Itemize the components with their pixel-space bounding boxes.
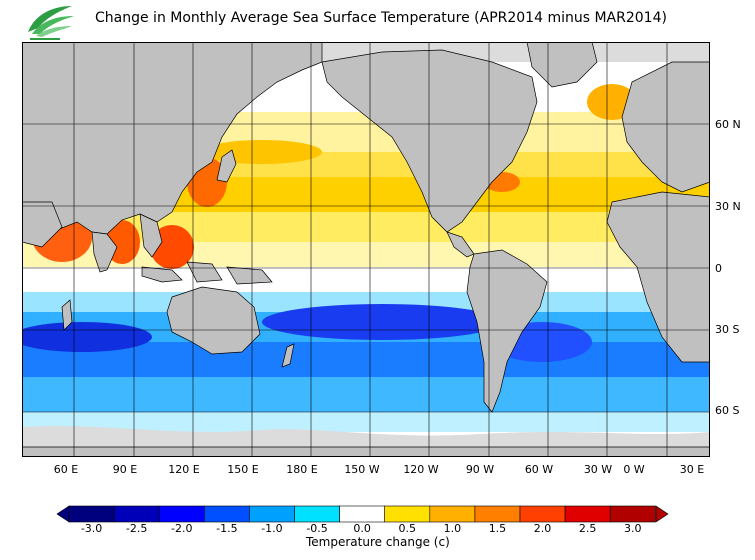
lon-label-60w: 60 W: [524, 463, 554, 476]
lon-label-90e: 90 E: [112, 463, 138, 476]
lat-label-60s: 60 S: [715, 404, 740, 417]
land-india: [91, 231, 118, 273]
land-antarctica: [22, 446, 710, 457]
land-africa: [606, 191, 710, 363]
legend-swatch: [294, 505, 340, 523]
legend-tick-label: 3.0: [624, 522, 642, 535]
lon-label-30e: 30 E: [679, 463, 705, 476]
map-frame: [22, 42, 710, 457]
land-asia: [22, 42, 323, 235]
lon-label-150w: 150 W: [344, 463, 380, 476]
sst-change-map: [22, 42, 710, 457]
legend-swatch: [564, 505, 611, 523]
page-title: Change in Monthly Average Sea Surface Te…: [95, 10, 667, 26]
legend-swatch: [204, 505, 250, 523]
legend-arrow-left: [56, 505, 70, 523]
legend-tick-label: -3.0: [80, 522, 103, 535]
lon-label-120w: 120 W: [403, 463, 439, 476]
legend-swatch: [113, 505, 160, 523]
land-indonesia: [141, 266, 183, 283]
legend-swatch: [339, 505, 386, 523]
land-central-america: [446, 231, 475, 258]
legend-swatch: [429, 505, 476, 523]
lat-label-60n: 60 N: [715, 118, 741, 131]
legend-tick-label: 0.5: [398, 522, 417, 535]
legend-tick-label: -0.5: [306, 522, 328, 535]
legend-swatch: [474, 505, 521, 523]
map-grid: [22, 42, 710, 457]
legend-tick-label: 1.0: [443, 522, 462, 535]
lon-label-0w: 0 W: [623, 463, 645, 476]
lat-label-30n: 30 N: [715, 200, 741, 213]
lon-label-180e: 180 E: [286, 463, 318, 476]
legend-tick-label: 0.0: [353, 522, 371, 535]
legend-swatch: [384, 505, 431, 523]
map-canvas: [22, 42, 710, 457]
legend-tick-label: -1.5: [216, 522, 238, 535]
lat-label-0: 0: [715, 262, 722, 275]
legend-tick-label: -2.0: [171, 522, 193, 535]
land-south-america: [466, 249, 548, 413]
lon-label-90w: 90 W: [465, 463, 495, 476]
legend-tick-label: 2.5: [578, 522, 597, 535]
lon-label-150e: 150 E: [227, 463, 259, 476]
lon-label-120e: 120 E: [168, 463, 200, 476]
color-legend: [56, 505, 669, 523]
land-indochina: [139, 213, 163, 258]
legend-title: Temperature change (c): [306, 535, 450, 549]
lat-label-30s: 30 S: [715, 323, 740, 336]
legend-tick-label: 2.0: [533, 522, 552, 535]
legend-swatch: [68, 505, 115, 523]
legend-arrow-right: [655, 505, 669, 523]
land-europe: [621, 61, 710, 193]
legend-swatch: [158, 505, 205, 523]
legend-swatch: [609, 505, 656, 523]
land-australia: [166, 286, 261, 355]
land-masses: [22, 42, 710, 457]
land-greenland: [526, 42, 598, 88]
lon-label-60e: 60 E: [53, 463, 79, 476]
land-arabia: [22, 201, 63, 248]
land-north-america: [321, 49, 538, 233]
legend-swatch: [519, 505, 566, 523]
hko-leaf-logo-icon: [28, 6, 74, 40]
legend-tick-label: -2.5: [125, 522, 148, 535]
land-new-zealand: [281, 343, 295, 368]
land-japan: [216, 149, 237, 183]
legend-tick-label: -1.0: [261, 522, 283, 535]
lon-label-30w: 30 W: [583, 463, 613, 476]
legend-tick-label: 1.5: [488, 522, 507, 535]
legend-swatch: [249, 505, 295, 523]
